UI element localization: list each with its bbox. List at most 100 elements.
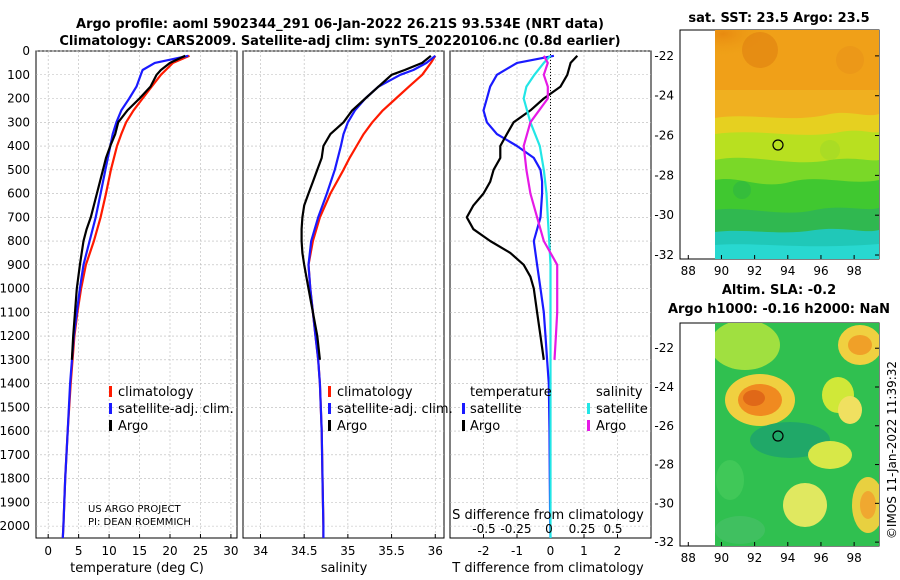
sst-map-title: sat. SST: 23.5 Argo: 23.5 <box>688 11 869 26</box>
map-y-tick-label: -28 <box>654 458 674 472</box>
depth-tick-label: 1000 <box>0 282 30 296</box>
pi-annotation: PI: DEAN ROEMMICH <box>88 517 191 528</box>
tick-layer: 0100200300400500600700800900100011001200… <box>0 44 621 558</box>
depth-tick-label: 1600 <box>0 424 30 438</box>
legend-title-temperature: temperature <box>470 385 552 400</box>
s-diff-ticks: -0.5 -0.25 0 0.25 0.5 <box>472 522 622 536</box>
map-x-tick-label: 98 <box>846 551 861 565</box>
legend-label: Argo <box>337 419 367 434</box>
x-tick-label: -2 <box>478 544 490 558</box>
map-x-tick-label: 90 <box>714 264 729 278</box>
map-x-tick-label: 92 <box>747 264 762 278</box>
legend-label: climatology <box>337 385 413 400</box>
series-line-satellite-adj--clim- <box>61 54 189 539</box>
s-tick-label: 0 <box>545 522 553 536</box>
map-x-tick-label: 90 <box>714 551 729 565</box>
depth-tick-label: 600 <box>7 187 30 201</box>
x-tick-label: 34.5 <box>291 544 318 558</box>
s-tick-label: -0.5 <box>472 522 495 536</box>
x-tick-label: 5 <box>75 544 83 558</box>
legend-label: Argo <box>470 419 500 434</box>
depth-tick-label: 900 <box>7 258 30 272</box>
legend-swatch-satellite <box>328 403 331 414</box>
s-tick-label: 0.5 <box>603 522 622 536</box>
series-line-climatology <box>307 55 437 538</box>
x-tick-label: -1 <box>511 544 523 558</box>
x-tick-label: 2 <box>614 544 622 558</box>
legend-swatch-climatology <box>328 386 331 397</box>
depth-tick-label: 300 <box>7 115 30 129</box>
legend-swatch-t-argo <box>462 420 465 431</box>
legend-label: satellite <box>470 402 522 417</box>
sst-map-ticks: 88 90 92 94 96 98 -22 -24 -26 -28 -30 -32 <box>654 49 879 278</box>
imos-stamp: ©IMOS 11-Jan-2022 11:39:32 <box>885 361 899 539</box>
series-line-climatology <box>61 54 190 539</box>
salinity-legend: climatology satellite-adj. clim. Argo <box>328 385 453 434</box>
depth-tick-label: 1400 <box>0 377 30 391</box>
s-tick-label: 0.25 <box>569 522 596 536</box>
sla-float-marker <box>772 430 784 442</box>
map-x-tick-label: 96 <box>813 551 828 565</box>
s-difference-label: S difference from climatology <box>452 508 644 523</box>
project-annotation: US ARGO PROJECT <box>88 504 182 515</box>
curve-layer <box>61 54 579 539</box>
sla-map-title-2: Argo h1000: -0.16 h2000: NaN <box>668 302 890 317</box>
x-tick-label: 25 <box>193 544 208 558</box>
series-line-salinity-argo <box>522 55 559 360</box>
legend-label: satellite-adj. clim. <box>337 402 453 417</box>
temperature-legend: climatology satellite-adj. clim. Argo <box>109 385 234 434</box>
depth-tick-label: 2000 <box>0 519 30 533</box>
depth-tick-label: 0 <box>22 44 30 58</box>
legend-swatch-s-satellite <box>587 403 590 414</box>
x-tick-label: 20 <box>162 544 177 558</box>
map-x-tick-label: 88 <box>681 551 696 565</box>
legend-label: Argo <box>118 419 148 434</box>
temperature-x-label: temperature (deg C) <box>70 561 204 576</box>
depth-tick-label: 1100 <box>0 305 30 319</box>
title-line-2: Climatology: CARS2009. Satellite-adj cli… <box>59 34 620 49</box>
x-tick-label: 35 <box>340 544 355 558</box>
salinity-x-label: salinity <box>321 561 368 576</box>
map-x-tick-label: 98 <box>846 264 861 278</box>
series-line-argo <box>70 54 186 360</box>
legend-swatch-t-satellite <box>462 403 465 414</box>
x-tick-label: 15 <box>132 544 147 558</box>
x-tick-label: 34 <box>253 544 268 558</box>
x-tick-label: 35.5 <box>378 544 405 558</box>
legend-swatch-argo <box>328 420 331 431</box>
sla-map-ticks: 88 90 92 94 96 98 -22 -24 -26 -28 -30 -32 <box>654 341 879 565</box>
depth-tick-label: 1900 <box>0 495 30 509</box>
legend-swatch-satellite <box>109 403 112 414</box>
depth-tick-label: 1200 <box>0 329 30 343</box>
sla-map-field <box>715 323 879 546</box>
depth-tick-label: 1500 <box>0 400 30 414</box>
map-y-tick-label: -32 <box>654 535 674 549</box>
x-tick-label: 1 <box>580 544 588 558</box>
sla-map-title-1: Altim. SLA: -0.2 <box>722 283 836 298</box>
map-y-tick-label: -24 <box>654 380 674 394</box>
depth-tick-label: 1700 <box>0 448 30 462</box>
series-line-argo <box>300 54 432 360</box>
grid-layer <box>36 50 651 538</box>
depth-tick-label: 500 <box>7 163 30 177</box>
map-y-tick-label: -32 <box>654 248 674 262</box>
x-tick-label: 0 <box>547 544 555 558</box>
map-y-tick-label: -26 <box>654 129 674 143</box>
sst-float-marker <box>772 139 784 151</box>
series-line-temperature-argo <box>465 55 579 360</box>
salinity-panel-frame <box>242 50 445 539</box>
x-tick-label: 30 <box>223 544 238 558</box>
series-line-satellite-adj--clim- <box>307 54 436 538</box>
legend-label: satellite-adj. clim. <box>118 402 234 417</box>
depth-tick-label: 400 <box>7 139 30 153</box>
map-x-tick-label: 94 <box>780 264 795 278</box>
map-y-tick-label: -28 <box>654 168 674 182</box>
legend-swatch-argo <box>109 420 112 431</box>
depth-tick-label: 1300 <box>0 353 30 367</box>
depth-tick-label: 200 <box>7 92 30 106</box>
legend-swatch-climatology <box>109 386 112 397</box>
sst-map-field <box>715 30 879 259</box>
legend-title-salinity: salinity <box>596 385 643 400</box>
map-y-tick-label: -26 <box>654 419 674 433</box>
